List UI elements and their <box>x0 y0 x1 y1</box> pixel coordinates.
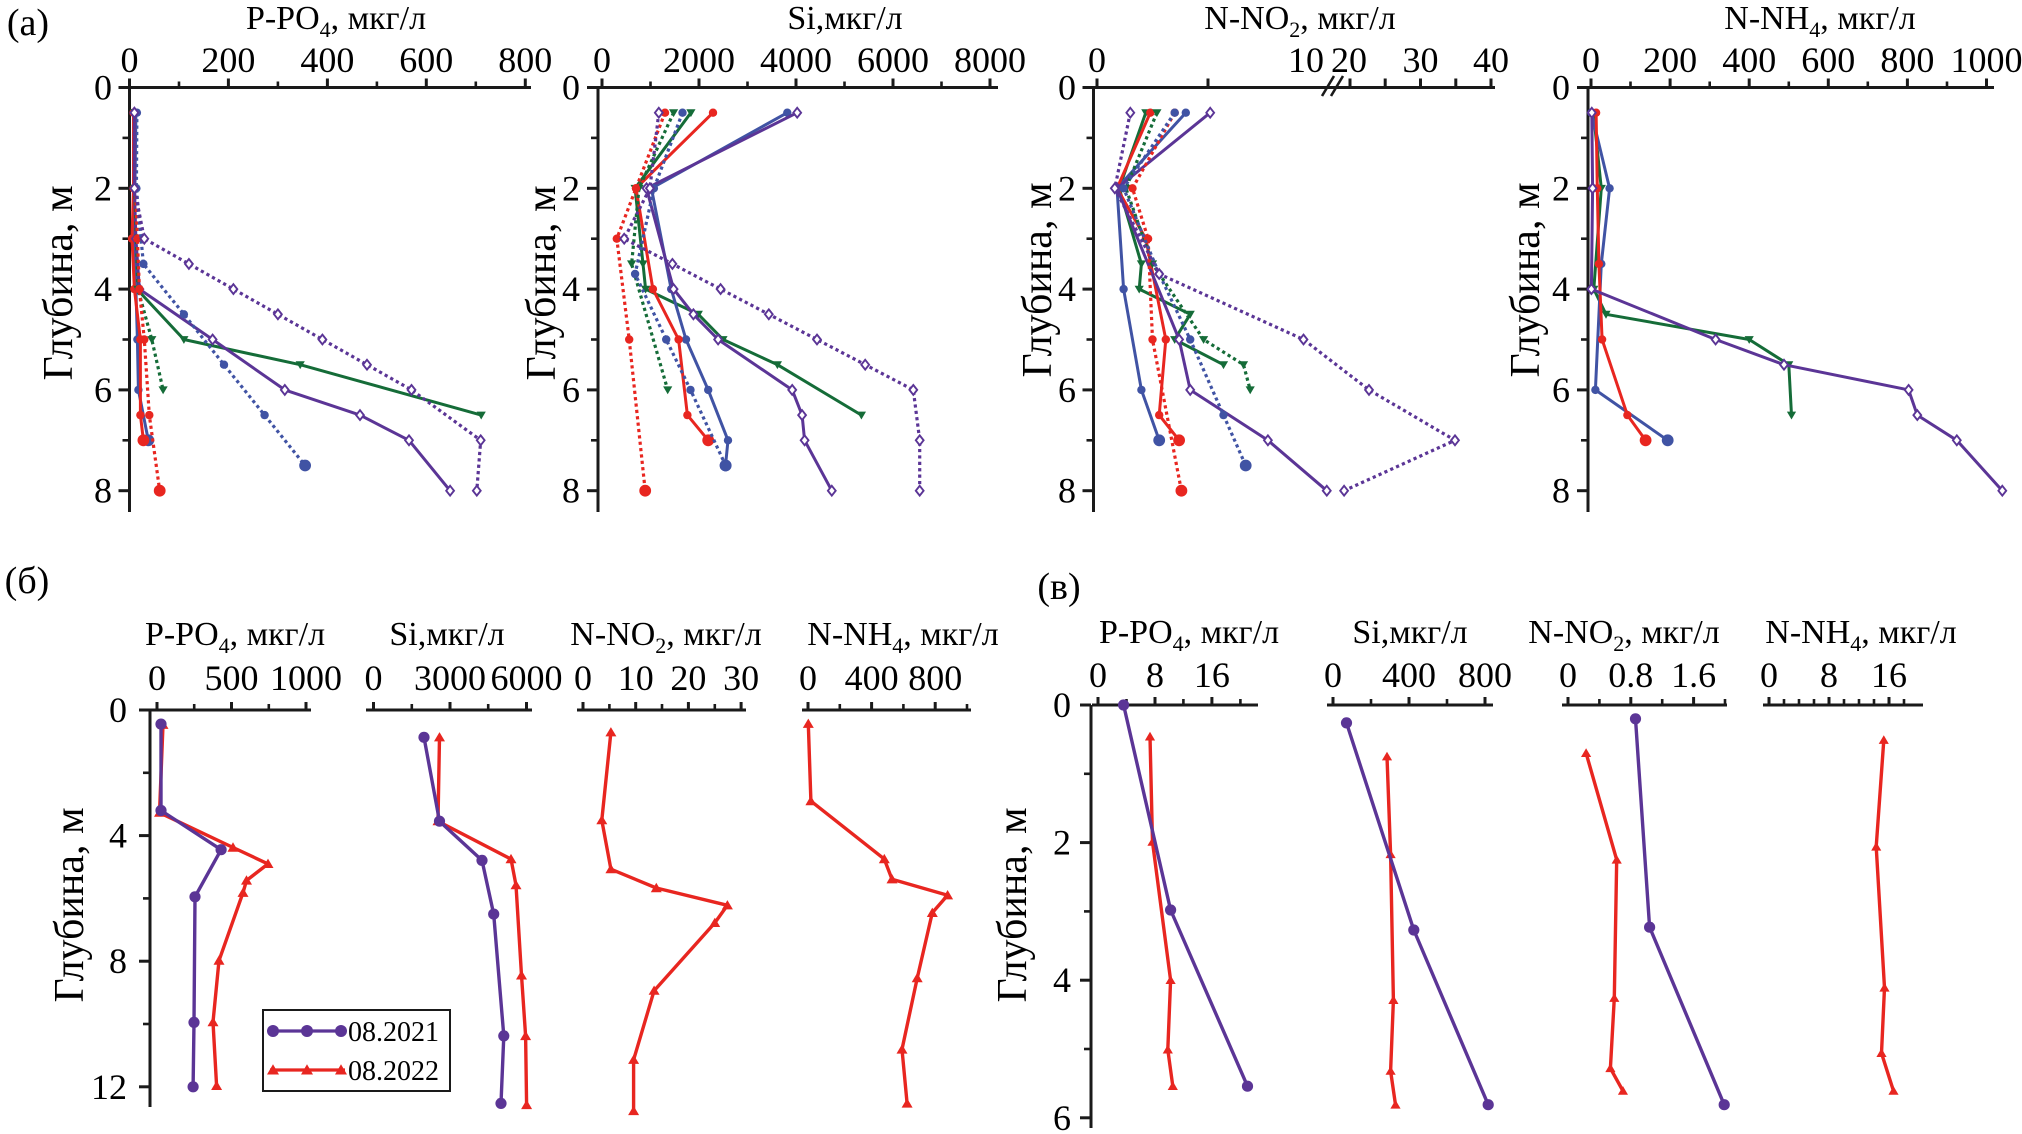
svg-text:30: 30 <box>723 658 759 698</box>
svg-text:Si,мкг/л: Si,мкг/л <box>389 616 504 653</box>
svg-text:200: 200 <box>201 40 255 80</box>
svg-text:Глубина, м: Глубина, м <box>36 185 82 380</box>
svg-text:P-PO4, мкг/л: P-PO4, мкг/л <box>145 616 325 658</box>
svg-text:2: 2 <box>94 168 112 208</box>
svg-text:0: 0 <box>1324 655 1342 695</box>
svg-text:0: 0 <box>365 658 383 698</box>
svg-text:0: 0 <box>1053 685 1071 725</box>
svg-text:4: 4 <box>1058 269 1076 309</box>
svg-text:2: 2 <box>1058 168 1076 208</box>
svg-text:800: 800 <box>498 40 552 80</box>
svg-text:6: 6 <box>1053 1098 1071 1134</box>
svg-text:Глубина, м: Глубина, м <box>519 185 565 380</box>
svg-text:0: 0 <box>94 68 112 108</box>
svg-text:Глубина, м: Глубина, м <box>47 807 93 1002</box>
svg-text:8000: 8000 <box>954 40 1026 80</box>
svg-text:400: 400 <box>845 658 899 698</box>
svg-text:0: 0 <box>1559 655 1577 695</box>
svg-text:(б): (б) <box>5 560 50 602</box>
svg-text:40: 40 <box>1473 40 1509 80</box>
svg-text:Глубина, м: Глубина, м <box>990 807 1036 1002</box>
svg-text:10: 10 <box>618 658 654 698</box>
svg-text:2: 2 <box>562 168 580 208</box>
svg-text:2: 2 <box>1552 168 1570 208</box>
svg-text:N-NO2, мкг/л: N-NO2, мкг/л <box>1204 0 1395 42</box>
svg-text:20: 20 <box>1331 40 1367 80</box>
svg-text:Si,мкг/л: Si,мкг/л <box>787 0 902 37</box>
svg-text:N-NH4, мкг/л: N-NH4, мкг/л <box>1765 614 1956 656</box>
svg-text:400: 400 <box>1382 655 1436 695</box>
svg-text:600: 600 <box>1801 40 1855 80</box>
svg-text:Глубина, м: Глубина, м <box>1015 182 1061 377</box>
svg-text:8: 8 <box>94 471 112 511</box>
svg-text:800: 800 <box>1880 40 1934 80</box>
svg-text:N-NH4, мкг/л: N-NH4, мкг/л <box>807 616 998 658</box>
svg-text:16: 16 <box>1194 655 1230 695</box>
svg-text:0: 0 <box>1089 655 1107 695</box>
svg-text:(в): (в) <box>1037 566 1080 608</box>
svg-text:8: 8 <box>1552 471 1570 511</box>
svg-text:0: 0 <box>121 40 139 80</box>
svg-text:6: 6 <box>94 370 112 410</box>
svg-text:1.6: 1.6 <box>1671 655 1716 695</box>
svg-text:6: 6 <box>562 370 580 410</box>
svg-text:3000: 3000 <box>414 658 486 698</box>
svg-text:0: 0 <box>562 68 580 108</box>
svg-text:0: 0 <box>148 658 166 698</box>
svg-text:12: 12 <box>91 1067 127 1107</box>
svg-text:6000: 6000 <box>857 40 929 80</box>
svg-text:N-NO2, мкг/л: N-NO2, мкг/л <box>570 616 761 658</box>
svg-text:Si,мкг/л: Si,мкг/л <box>1352 614 1467 651</box>
svg-text:400: 400 <box>1722 40 1776 80</box>
svg-text:0: 0 <box>109 690 127 730</box>
svg-text:4: 4 <box>94 269 112 309</box>
svg-text:6000: 6000 <box>491 658 563 698</box>
svg-text:N-NH4, мкг/л: N-NH4, мкг/л <box>1724 0 1915 42</box>
svg-text:8: 8 <box>1820 655 1838 695</box>
svg-text:200: 200 <box>1643 40 1697 80</box>
svg-text:P-PO4, мкг/л: P-PO4, мкг/л <box>246 0 426 42</box>
svg-text:Глубина, м: Глубина, м <box>1503 182 1549 377</box>
svg-text:400: 400 <box>300 40 354 80</box>
svg-text:0: 0 <box>1088 40 1106 80</box>
svg-text:4: 4 <box>1552 269 1570 309</box>
svg-text:1000: 1000 <box>1951 40 2022 80</box>
svg-text:P-PO4, мкг/л: P-PO4, мкг/л <box>1099 614 1279 656</box>
svg-text:10: 10 <box>1288 40 1324 80</box>
svg-text:800: 800 <box>908 658 962 698</box>
svg-text:16: 16 <box>1871 655 1907 695</box>
svg-text:08.2021: 08.2021 <box>348 1017 439 1048</box>
svg-text:(a): (a) <box>7 2 49 44</box>
svg-text:600: 600 <box>399 40 453 80</box>
svg-text:2000: 2000 <box>663 40 735 80</box>
svg-text:4000: 4000 <box>760 40 832 80</box>
svg-text:0: 0 <box>1552 68 1570 108</box>
svg-text:08.2022: 08.2022 <box>348 1056 439 1087</box>
svg-text:0: 0 <box>1760 655 1778 695</box>
svg-text:2: 2 <box>1053 823 1071 863</box>
svg-text:500: 500 <box>205 658 259 698</box>
svg-text:8: 8 <box>1058 471 1076 511</box>
svg-text:0: 0 <box>1058 68 1076 108</box>
svg-text:8: 8 <box>562 471 580 511</box>
svg-text:N-NO2, мкг/л: N-NO2, мкг/л <box>1528 614 1719 656</box>
svg-text:0: 0 <box>593 40 611 80</box>
svg-text:20: 20 <box>670 658 706 698</box>
svg-text:0: 0 <box>574 658 592 698</box>
svg-text:4: 4 <box>109 816 127 856</box>
svg-text:4: 4 <box>562 269 580 309</box>
svg-text:8: 8 <box>1146 655 1164 695</box>
svg-text:4: 4 <box>1053 960 1071 1000</box>
svg-text:800: 800 <box>1458 655 1512 695</box>
svg-text:0: 0 <box>1582 40 1600 80</box>
svg-text:1000: 1000 <box>270 658 342 698</box>
svg-text:8: 8 <box>109 941 127 981</box>
svg-text:6: 6 <box>1552 370 1570 410</box>
svg-text:0.8: 0.8 <box>1608 655 1653 695</box>
svg-text:30: 30 <box>1403 40 1439 80</box>
svg-text:6: 6 <box>1058 370 1076 410</box>
svg-text:0: 0 <box>799 658 817 698</box>
